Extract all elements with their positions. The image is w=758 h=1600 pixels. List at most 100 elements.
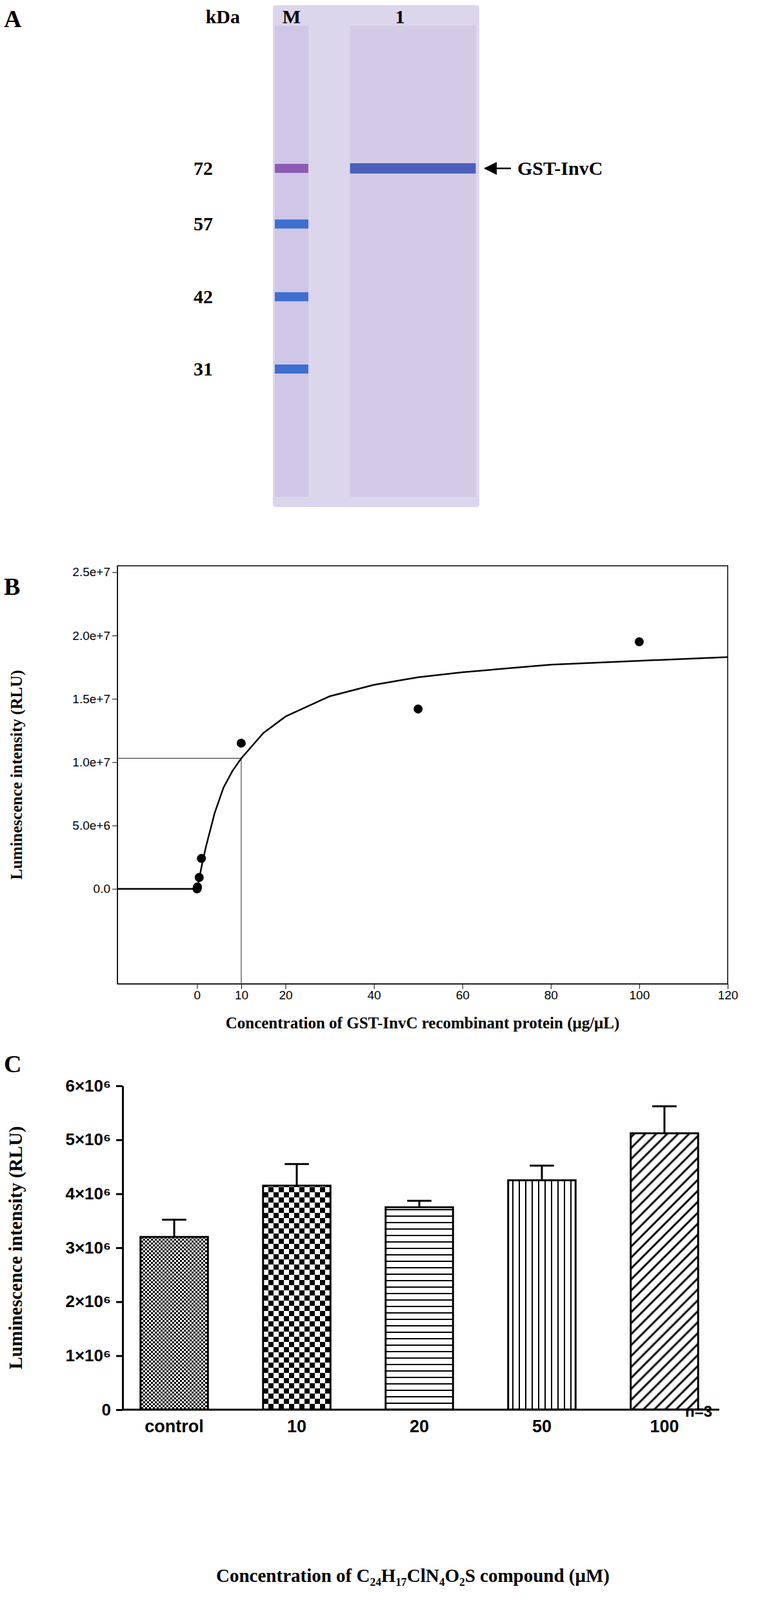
error-bar — [663, 1106, 666, 1134]
error-cap — [529, 1164, 555, 1167]
tick: 40 — [367, 983, 382, 1002]
tick: 3×10⁶ — [65, 1237, 123, 1258]
panel-label: C — [3, 1050, 22, 1078]
chart-b: 010204060801001200.05.0e+61.0e+71.5e+72.… — [7, 565, 739, 1033]
tick-label: 5.0e+6 — [72, 818, 111, 833]
error-bar — [173, 1219, 176, 1237]
gel-background — [272, 5, 480, 508]
bar — [508, 1179, 576, 1410]
error-bar — [418, 1200, 421, 1207]
marker-label: 72 — [193, 157, 213, 179]
tick-label: 2.0e+7 — [72, 628, 111, 643]
reference-line — [240, 758, 242, 984]
axis: control 10 20 50 100 — [122, 1409, 720, 1437]
tick-label: 100 — [649, 1416, 679, 1437]
tick: 0 — [101, 1399, 123, 1420]
tick: 2×10⁶ — [65, 1291, 123, 1311]
tick-label: 20 — [409, 1416, 429, 1437]
band-label: GST-InvC — [517, 157, 603, 179]
lane-label: M — [282, 5, 301, 28]
axis-title: Concentration of GST-InvC recombinant pr… — [225, 1014, 620, 1033]
tick-label: 2×10⁶ — [65, 1291, 111, 1311]
arrow — [485, 167, 511, 170]
tick-label: 40 — [367, 988, 382, 1002]
tick: 0.0 — [93, 881, 118, 896]
tick: 2.0e+7 — [72, 628, 118, 643]
error-cap — [284, 1163, 310, 1166]
figure: ABCM1kDa72574231GST-InvC0102040608010012… — [0, 0, 758, 1600]
marker-band — [274, 292, 309, 302]
reference-line — [117, 758, 242, 759]
tick: 20 — [278, 983, 293, 1002]
tick-label: control — [144, 1416, 204, 1437]
data-point — [413, 704, 423, 714]
tick-label: 3×10⁶ — [65, 1237, 111, 1258]
marker-label: 57 — [193, 212, 213, 235]
tick-mark — [116, 1192, 123, 1195]
bar — [140, 1236, 208, 1410]
target-band — [350, 163, 477, 174]
tick-label: 5×10⁶ — [65, 1129, 111, 1149]
tick-mark — [112, 635, 118, 637]
lane-smear — [274, 25, 309, 497]
tick-label: 10 — [287, 1416, 307, 1437]
tick-label: 80 — [544, 988, 559, 1002]
tick: 6×10⁶ — [65, 1076, 123, 1096]
tick: 80 — [544, 983, 559, 1002]
tick-mark — [116, 1354, 123, 1357]
tick-mark — [116, 1139, 123, 1142]
tick-label: 50 — [532, 1416, 552, 1437]
tick: 0 — [194, 983, 202, 1002]
tick: 5.0e+6 — [72, 818, 118, 833]
unit-label: kDa — [205, 5, 240, 28]
panel-label: B — [3, 572, 20, 600]
tick-label: 100 — [629, 988, 651, 1002]
tick-label: 0.0 — [93, 881, 111, 896]
tick: 2.5e+7 — [72, 565, 118, 579]
tick: 4×10⁶ — [65, 1183, 123, 1204]
marker-label: 31 — [193, 358, 213, 380]
marker-band — [274, 219, 309, 229]
plot-area — [140, 1106, 699, 1410]
tick-label: 0 — [194, 988, 202, 1002]
tick: 10 — [287, 1409, 307, 1437]
tick: 60 — [456, 983, 470, 1002]
axis-title: Luminescence intensity (RLU) — [5, 1126, 27, 1370]
axis-line — [118, 983, 729, 985]
tick-mark — [112, 825, 118, 827]
error-cap — [161, 1218, 187, 1221]
panel-label: A — [3, 5, 22, 33]
tick-mark — [116, 1246, 123, 1249]
error-bar — [540, 1165, 543, 1181]
tick-mark — [112, 761, 118, 763]
axis: 0.0 5.0e+6 1.0e+7 1.5e+7 2.0e+7 2.5e+7 — [72, 565, 118, 984]
tick-label: 120 — [718, 988, 739, 1002]
axis-title: Luminescence intensity (RLU) — [7, 670, 26, 880]
axis-line — [122, 1408, 720, 1411]
tick-mark — [112, 698, 118, 700]
axis-title: Concentration of C₂₄H₁₇ClN₄O₂S compound … — [216, 1565, 610, 1587]
tick: control — [144, 1409, 204, 1437]
axis: 01020406080100120 — [118, 983, 739, 1002]
tick: 100 — [649, 1409, 679, 1437]
tick-label: 1.5e+7 — [72, 692, 111, 706]
tick-mark — [116, 1301, 123, 1304]
tick-label: 0 — [101, 1399, 111, 1420]
marker-band — [274, 364, 309, 374]
data-point — [634, 637, 644, 647]
tick: 1.0e+7 — [72, 755, 118, 769]
bar — [630, 1133, 699, 1410]
plot-frame — [117, 565, 728, 984]
axis: 0 1×10⁶ 2×10⁶ 3×10⁶ 4×10⁶ 5×10⁶ 6×10⁶ — [65, 1076, 123, 1420]
tick-mark — [112, 572, 118, 573]
data-point — [236, 738, 246, 748]
tick-label: 2.5e+7 — [72, 565, 111, 579]
tick: 100 — [629, 983, 651, 1002]
lane-label: 1 — [395, 5, 406, 28]
fit-curve — [117, 656, 728, 889]
annotation: n=3 — [685, 1402, 713, 1420]
tick-label: 20 — [278, 988, 293, 1002]
bar — [385, 1206, 453, 1410]
tick: 1×10⁶ — [65, 1345, 123, 1366]
error-bar — [296, 1163, 299, 1186]
